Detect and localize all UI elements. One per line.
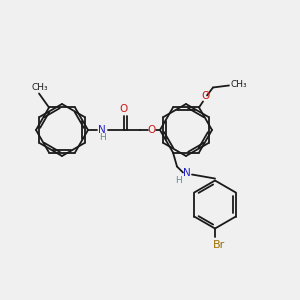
Text: N: N bbox=[98, 125, 106, 135]
Text: CH₃: CH₃ bbox=[32, 83, 48, 92]
Text: H: H bbox=[176, 176, 182, 185]
Text: CH₃: CH₃ bbox=[231, 80, 247, 89]
Text: H: H bbox=[100, 133, 106, 142]
Text: O: O bbox=[120, 104, 128, 114]
Text: N: N bbox=[183, 167, 191, 178]
Text: Br: Br bbox=[213, 239, 225, 250]
Text: O: O bbox=[148, 125, 156, 135]
Text: O: O bbox=[202, 92, 210, 101]
